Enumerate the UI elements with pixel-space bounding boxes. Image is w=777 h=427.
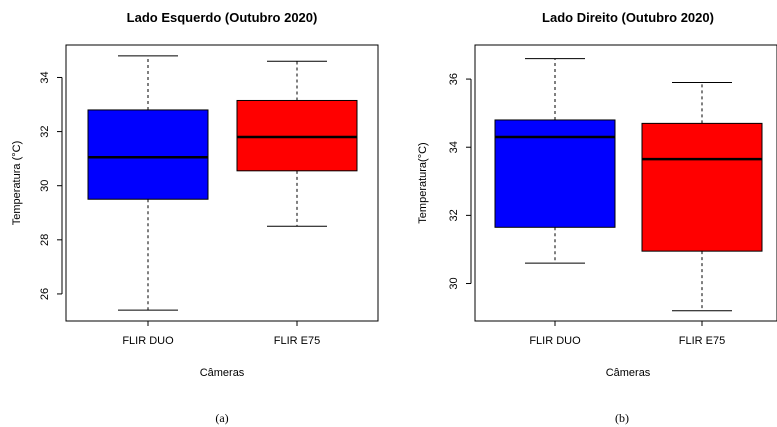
chart-title: Lado Esquerdo (Outubro 2020) [127, 10, 318, 25]
plot-frame [474, 44, 777, 322]
x-axis: FLIR DUO FLIR E75 [122, 321, 320, 347]
y-tick-label: 34 [448, 141, 460, 153]
x-axis-label: Câmeras [200, 367, 245, 379]
box-series [494, 58, 763, 312]
x-tick-label: FLIR DUO [122, 335, 174, 347]
figure-caption: (b) [615, 411, 629, 425]
y-axis: 30 32 34 36 [448, 73, 472, 290]
x-axis-label: Câmeras [606, 367, 651, 379]
x-axis: FLIR DUO FLIR E75 [529, 321, 725, 347]
y-axis: 26 28 30 32 34 [39, 71, 63, 300]
y-tick-label: 36 [448, 73, 460, 85]
x-tick-label: FLIR E75 [274, 335, 320, 347]
plot-frame [65, 44, 379, 322]
box-series [87, 55, 358, 311]
chart-title: Lado Direito (Outubro 2020) [542, 10, 714, 25]
box-flir-e75 [641, 122, 763, 252]
y-axis-label: Temperatura(°C) [417, 142, 429, 223]
y-tick-label: 32 [39, 125, 51, 137]
figure-caption: (a) [215, 411, 228, 425]
y-axis-label: Temperatura (°C) [11, 141, 23, 225]
y-tick-label: 28 [39, 234, 51, 246]
x-tick-label: FLIR E75 [679, 335, 725, 347]
y-tick-label: 30 [448, 277, 460, 289]
x-tick-label: FLIR DUO [529, 335, 581, 347]
box-flir-duo [87, 109, 209, 200]
chart-panel-right: Lado Direito (Outubro 2020) 30 32 34 36 FLI… [417, 10, 777, 425]
y-tick-label: 32 [448, 209, 460, 221]
chart-panel-left: Lado Esquerdo (Outubro 2020) 2628303234 … [11, 10, 379, 425]
y-tick-label: 34 [39, 71, 51, 83]
y-tick-label: 26 [39, 288, 51, 300]
box-flir-e75 [236, 99, 358, 172]
y-tick-label: 30 [39, 180, 51, 192]
